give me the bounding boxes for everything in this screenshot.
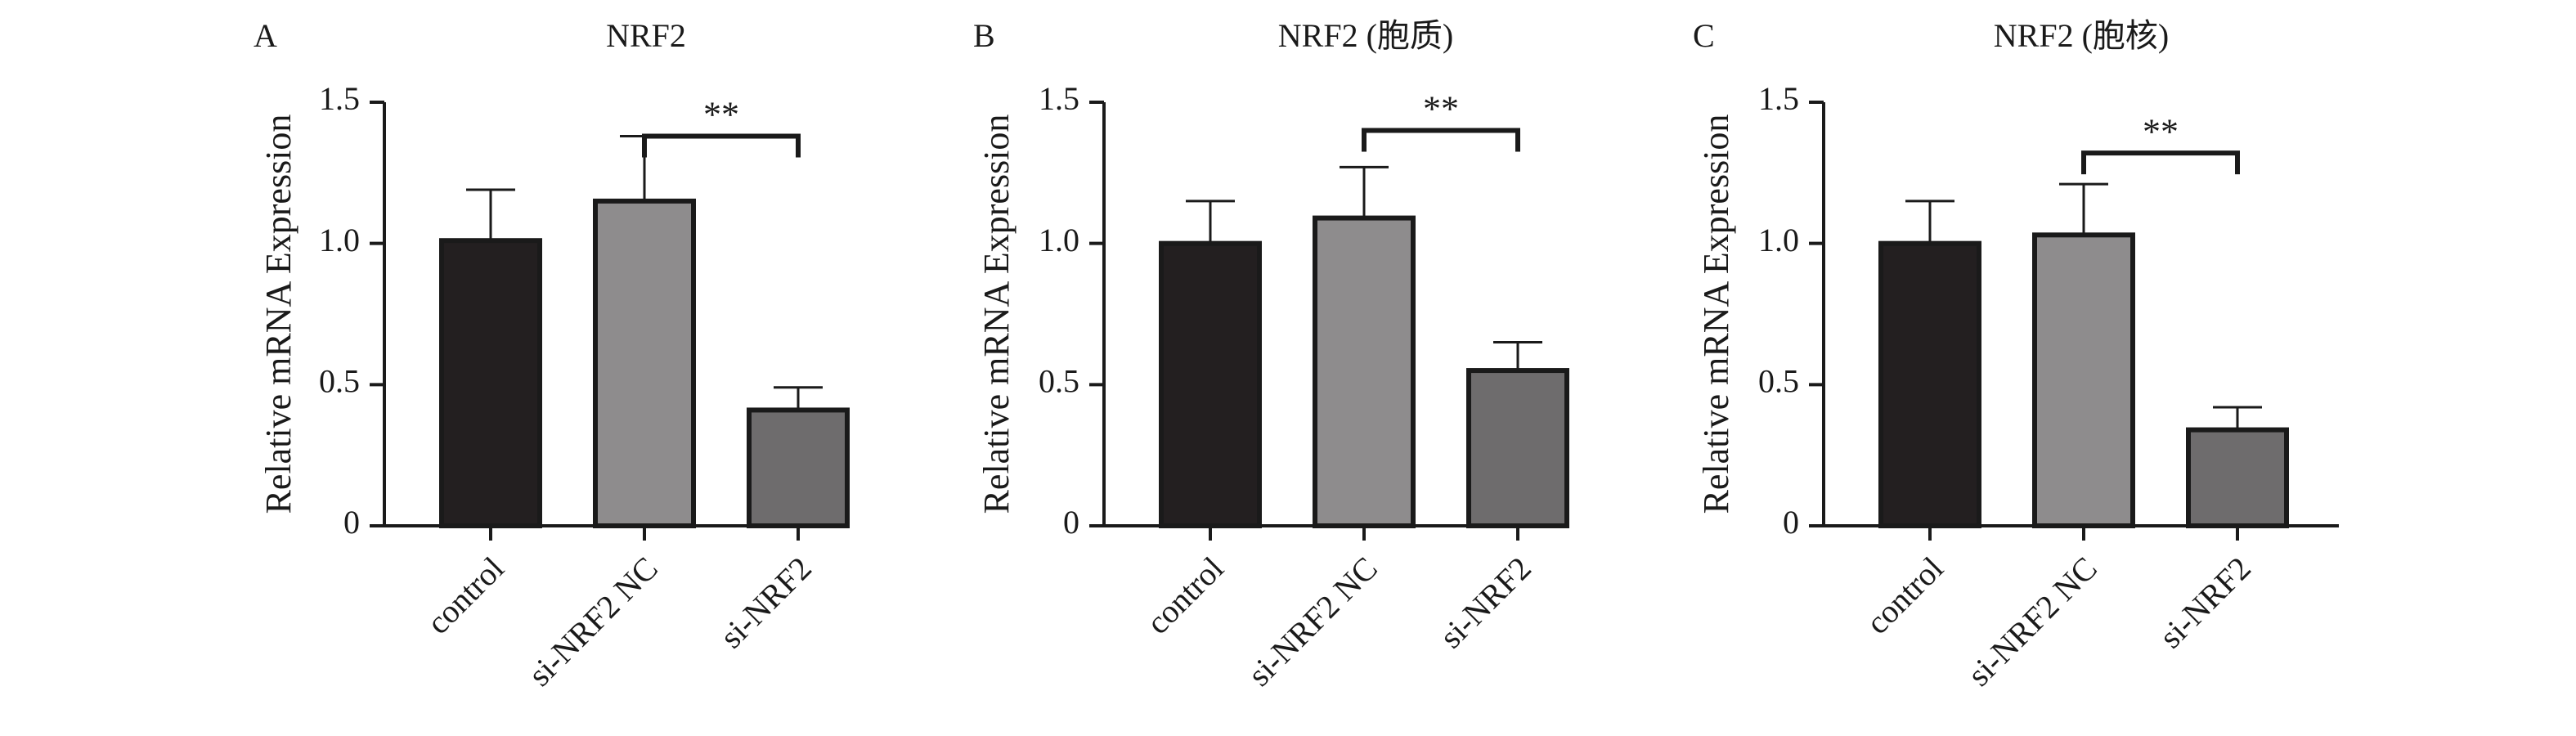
significance-bracket — [2081, 150, 2240, 175]
y-tick-label: 0.5 — [1758, 363, 1799, 400]
category-label: control — [1859, 550, 1950, 641]
category-label: si-NRF2 NC — [1241, 550, 1384, 693]
panel-letter: A — [254, 17, 277, 54]
bar-0 — [439, 238, 542, 528]
chart-panel-b: B NRF2 (胞质) Relative mRNA Expression 0 0.5 1.… — [973, 17, 1569, 693]
bar-0 — [1878, 240, 1981, 528]
y-tick-label: 1.5 — [1039, 80, 1079, 117]
category-label: si-NRF2 — [713, 550, 819, 655]
bar-2 — [747, 407, 850, 528]
chart-title: NRF2 — [606, 17, 686, 54]
y-tick-label: 0 — [343, 504, 360, 541]
y-tick-label: 1.0 — [319, 222, 360, 258]
significance-label: ** — [2143, 111, 2179, 151]
category-label: si-NRF2 — [1433, 550, 1538, 655]
significance-bracket — [642, 133, 801, 158]
significance-label: ** — [1423, 89, 1459, 129]
chart-title: NRF2 (胞核) — [1994, 17, 2169, 54]
chart-panel-a: A NRF2 Relative mRNA Expression 0 0.5 1.0 1.5 c… — [254, 17, 850, 693]
bar-2 — [2186, 427, 2289, 528]
y-tick-label: 1.0 — [1039, 222, 1079, 258]
panel-letter: C — [1693, 17, 1715, 54]
chart-panel-c: C NRF2 (胞核) Relative mRNA Expression 0 0.5 1.… — [1693, 17, 2339, 693]
category-label: si-NRF2 NC — [521, 550, 665, 693]
y-tick-label: 1.0 — [1758, 222, 1799, 258]
panel-letter: B — [973, 17, 995, 54]
bar-2 — [1466, 368, 1569, 529]
y-tick-label: 0 — [1063, 504, 1079, 541]
bar-1 — [593, 198, 696, 528]
bar-1 — [1313, 215, 1416, 528]
category-label: control — [1139, 550, 1231, 641]
significance-label: ** — [703, 95, 739, 135]
y-tick-label: 1.5 — [319, 80, 360, 117]
bar-0 — [1159, 240, 1262, 528]
y-tick-label: 0.5 — [319, 363, 360, 400]
y-axis-label: Relative mRNA Expression — [976, 114, 1016, 514]
category-label: control — [420, 550, 511, 641]
y-tick-label: 0.5 — [1039, 363, 1079, 400]
significance-bracket — [1362, 128, 1520, 152]
chart-title: NRF2 (胞质) — [1278, 17, 1453, 54]
y-tick-label: 1.5 — [1758, 80, 1799, 117]
category-label: si-NRF2 NC — [1960, 550, 2104, 693]
bar-1 — [2032, 232, 2135, 528]
category-label: si-NRF2 — [2152, 550, 2258, 655]
y-axis-label: Relative mRNA Expression — [1696, 114, 1736, 514]
y-tick-label: 0 — [1783, 504, 1799, 541]
y-axis-label: Relative mRNA Expression — [258, 114, 298, 514]
